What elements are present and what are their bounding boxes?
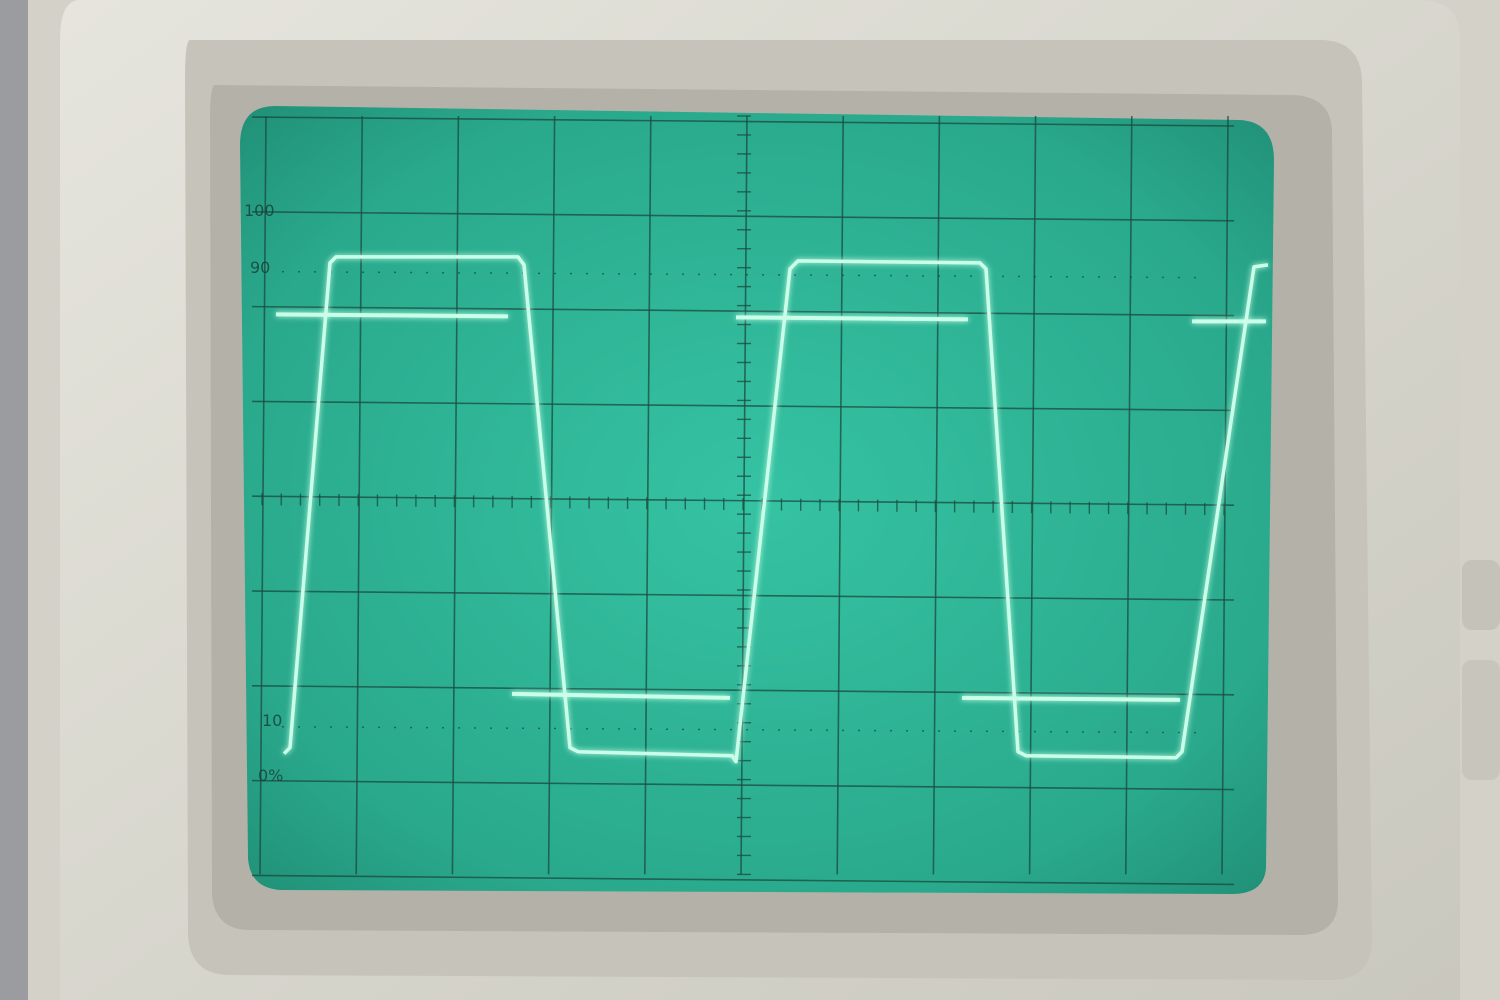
left-panel-strip bbox=[0, 0, 28, 1000]
graticule-vline bbox=[355, 115, 363, 875]
trace-input-low-1 bbox=[511, 691, 731, 700]
graticule-vline bbox=[547, 115, 556, 875]
graticule-vline bbox=[644, 115, 652, 875]
waveform-traces bbox=[275, 255, 1269, 764]
graticule-vline bbox=[1028, 115, 1037, 875]
graticule-vline bbox=[1221, 115, 1229, 875]
graticule-hline bbox=[251, 779, 1235, 791]
graticule-labels: 100 90 10 0% bbox=[244, 201, 283, 785]
graticule-vline bbox=[451, 115, 460, 875]
graticule-hline bbox=[251, 400, 1235, 412]
graticule-vline bbox=[259, 115, 267, 875]
graticule-hline bbox=[251, 116, 1235, 127]
graticule-hline bbox=[251, 305, 1235, 317]
trace-input-high-1 bbox=[275, 312, 509, 319]
graticule bbox=[251, 115, 1235, 886]
crt-screen bbox=[240, 106, 1274, 894]
trace-input-high-2 bbox=[735, 315, 969, 322]
right-side-button-lower bbox=[1462, 660, 1500, 780]
label-0-percent: 0% bbox=[258, 766, 283, 785]
right-side-button bbox=[1462, 560, 1500, 630]
graticule-vline bbox=[932, 115, 941, 875]
graticule-reference-dotline bbox=[281, 270, 1205, 279]
trace-input-low-2 bbox=[961, 695, 1181, 702]
trace-output-waveform bbox=[282, 255, 1269, 764]
label-100: 100 bbox=[244, 201, 275, 220]
label-90: 90 bbox=[250, 258, 270, 277]
graticule-hline bbox=[251, 590, 1235, 601]
graticule-vline bbox=[1125, 115, 1133, 875]
graticule-hline bbox=[251, 874, 1235, 886]
label-10: 10 bbox=[262, 711, 282, 730]
graticule-reference-dotline bbox=[281, 725, 1205, 734]
graticule-vline bbox=[836, 115, 844, 875]
graticule-hline bbox=[251, 211, 1235, 222]
